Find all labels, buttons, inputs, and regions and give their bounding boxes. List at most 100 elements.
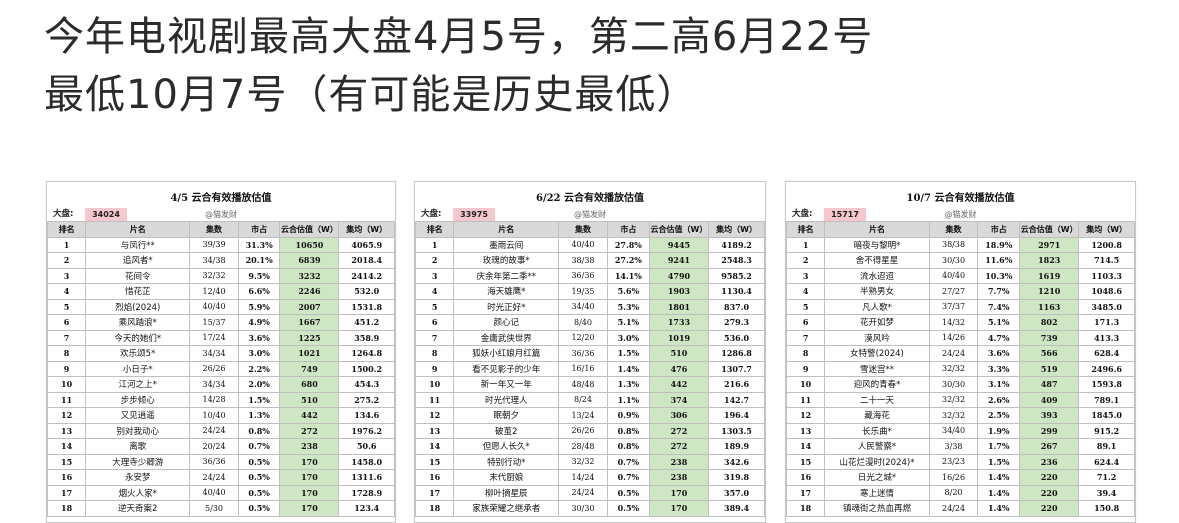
cloud-estimate-cell: 739 [1019,329,1080,346]
title-cell: 长乐曲* [824,422,930,439]
share-cell: 0.5% [606,500,650,517]
table-row: 8 欢乐颂5* 34/34 3.0% 1021 1264.8 [47,345,395,362]
episodes-cell: 40/40 [558,236,608,253]
column-header: 市占 [606,221,650,238]
rank-cell: 17 [415,484,455,501]
title-cell: 烈焰(2024) [85,298,191,315]
rank-cell: 4 [415,283,455,300]
cloud-estimate-cell: 1823 [1019,252,1080,269]
episode-average-cell: 628.4 [1078,345,1135,362]
rank-cell: 7 [415,329,455,346]
share-cell: 7.7% [977,283,1021,300]
rank-cell: 1 [786,236,826,253]
rank-cell: 18 [47,500,87,517]
share-cell: 2.0% [237,376,281,393]
cloud-estimate-cell: 170 [279,453,340,470]
title-cell: 女特警(2024) [824,345,930,362]
table-row: 16 日光之城* 16/26 1.4% 220 71.2 [786,469,1135,486]
episode-average-cell: 9585.2 [708,267,765,284]
rank-cell: 8 [47,345,87,362]
dapan-label: 大盘: [421,209,442,219]
cloud-estimate-cell: 220 [1019,500,1080,517]
ratings-table: 排名 片名 集数 市占 云合估值（W） 集均（W） 1 与凤行** 39/39 31.3% 1065… [47,221,395,517]
cloud-estimate-cell: 4790 [648,267,710,284]
rank-cell: 5 [786,298,826,315]
share-cell: 3.0% [237,345,281,362]
rank-cell: 12 [47,407,87,424]
episode-average-cell: 1458.0 [338,453,395,470]
title-cell: 新一年又一年 [453,376,560,393]
share-cell: 3.0% [606,329,650,346]
share-cell: 1.5% [977,453,1021,470]
cloud-estimate-cell: 1163 [1019,298,1080,315]
table-row: 9 雪迷宫** 32/32 3.3% 519 2496.6 [786,360,1135,377]
share-cell: 18.9% [977,236,1021,253]
share-cell: 3.3% [977,360,1021,377]
episodes-cell: 26/26 [189,360,239,377]
share-cell: 4.9% [237,314,281,331]
column-header: 云合估值（W） [279,221,340,238]
title-cell: 时光代理人 [453,391,560,408]
episode-average-cell: 342.6 [708,453,765,470]
episodes-cell: 28/48 [558,438,608,455]
share-cell: 10.3% [977,267,1021,284]
share-cell: 1.5% [237,391,281,408]
ratings-sheet-june: 6/22 云合有效播放估值 大盘: 33975 @猫发财 排名 片名 集数 市占 云合估值（W）… [414,181,766,523]
episode-average-cell: 536.0 [708,329,765,346]
cloud-estimate-cell: 1801 [648,298,710,315]
episodes-cell: 8/20 [928,484,979,501]
cloud-estimate-cell: 680 [279,376,340,393]
ratings-table: 排名 片名 集数 市占 云合估值（W） 集均（W） 1 暗夜与黎明* 38/38 18.9% 297… [786,221,1135,517]
rank-cell: 10 [47,376,87,393]
cloud-estimate-cell: 442 [279,407,340,424]
share-cell: 0.8% [606,438,650,455]
episodes-cell: 30/30 [928,376,979,393]
episode-average-cell: 1286.8 [708,345,765,362]
rank-cell: 15 [415,453,455,470]
cloud-estimate-cell: 272 [648,438,710,455]
cloud-estimate-cell: 442 [648,376,710,393]
title-cell: 惜花芷 [85,283,191,300]
table-row: 4 海天雄鹰* 19/35 5.6% 1903 1130.4 [415,283,765,300]
episode-average-cell: 4189.2 [708,236,765,253]
column-header: 排名 [786,221,826,238]
title-cell: 藏海花 [824,407,930,424]
table-row: 16 永安梦 24/24 0.5% 170 1311.6 [47,469,395,486]
rank-cell: 6 [786,314,826,331]
rank-cell: 3 [786,267,826,284]
table-row: 14 人民警察* 3/38 1.7% 267 89.1 [786,438,1135,455]
cloud-estimate-cell: 566 [1019,345,1080,362]
episode-average-cell: 1531.8 [338,298,395,315]
episode-average-cell: 2018.4 [338,252,395,269]
cloud-estimate-cell: 6839 [279,252,340,269]
episodes-cell: 24/24 [928,345,979,362]
table-row: 13 长乐曲* 34/40 1.9% 299 915.2 [786,422,1135,439]
episode-average-cell: 150.8 [1078,500,1135,517]
table-row: 13 别对我动心 24/24 0.8% 272 1976.2 [47,422,395,439]
episode-average-cell: 171.3 [1078,314,1135,331]
title-cell: 大理寺少卿游 [85,453,191,470]
episode-average-cell: 1311.6 [338,469,395,486]
episodes-cell: 32/32 [928,407,979,424]
episodes-cell: 13/24 [558,407,608,424]
episodes-cell: 8/40 [558,314,608,331]
share-cell: 1.7% [977,438,1021,455]
share-cell: 31.3% [237,236,281,253]
table-row: 3 花间令 32/32 9.5% 3232 2414.2 [47,267,395,284]
table-row: 6 花开如梦 14/32 5.1% 802 171.3 [786,314,1135,331]
share-cell: 1.4% [977,500,1021,517]
cloud-estimate-cell: 238 [648,469,710,486]
dapan-value: 15717 [824,208,866,221]
cloud-estimate-cell: 236 [1019,453,1080,470]
cloud-estimate-cell: 1225 [279,329,340,346]
rank-cell: 15 [47,453,87,470]
share-cell: 5.9% [237,298,281,315]
share-cell: 2.5% [977,407,1021,424]
cloud-estimate-cell: 1903 [648,283,710,300]
cloud-estimate-cell: 510 [648,345,710,362]
rank-cell: 6 [415,314,455,331]
episode-average-cell: 532.0 [338,283,395,300]
cloud-estimate-cell: 299 [1019,422,1080,439]
rank-cell: 18 [786,500,826,517]
rank-cell: 14 [415,438,455,455]
